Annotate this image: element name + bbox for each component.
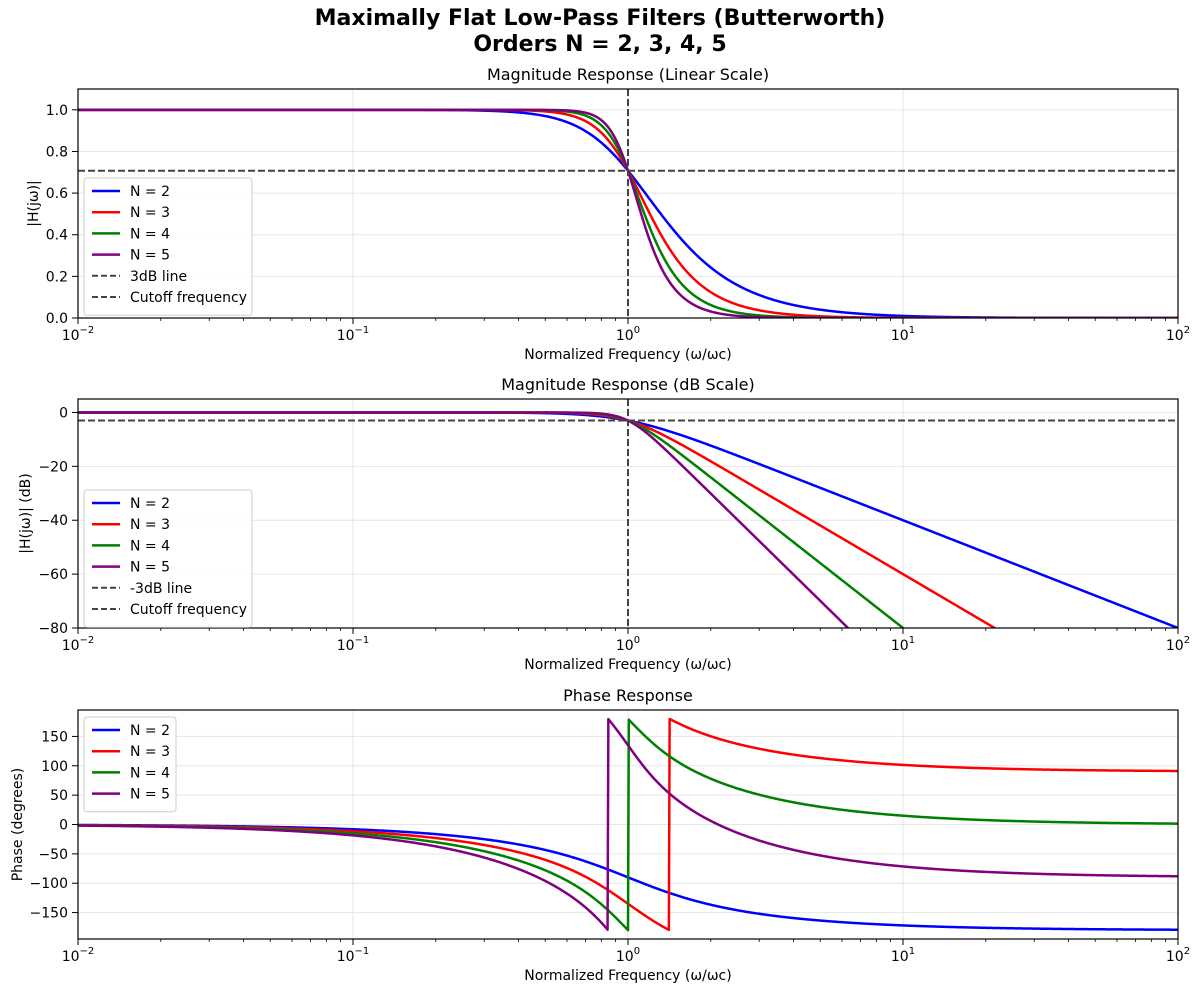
y-tick-label: −40	[38, 513, 68, 529]
legend-label: N = 5	[130, 248, 170, 264]
legend-label: N = 3	[130, 517, 170, 533]
y-tick-label: −60	[38, 567, 68, 583]
figure-title-line-2: Orders N = 2, 3, 4, 5	[473, 32, 727, 57]
y-axis-label: |H(jω)|	[26, 180, 42, 227]
legend-label: N = 3	[130, 205, 170, 221]
legend: N = 2 N = 3 N = 4 N = 5 -3dB line Cutoff freq…	[83, 489, 253, 628]
y-tick-label: 150	[41, 729, 68, 745]
y-tick-label: 100	[41, 759, 68, 775]
legend-label: Cutoff frequency	[130, 290, 247, 306]
legend-label: 3dB line	[130, 269, 187, 285]
y-axis-label: |H(jω)| (dB)	[18, 473, 34, 553]
subplot-1: 10−2 10−1 100 101 102 0.0 0.2 0.4 0.6 0.8 1.0 Magni…	[26, 65, 1190, 363]
legend-box	[83, 177, 253, 316]
legend-label: N = 5	[130, 787, 170, 803]
x-tick-label: 100	[616, 325, 640, 344]
legend: N = 2 N = 3 N = 4 N = 5	[83, 716, 177, 813]
x-tick-label: 101	[891, 946, 915, 965]
y-tick-label: 50	[50, 788, 68, 804]
x-tick-label: 10−2	[62, 635, 95, 654]
series-line-n5	[78, 411, 850, 628]
y-tick-label: 0.2	[46, 269, 68, 285]
legend-label: N = 2	[130, 496, 170, 512]
x-tick-label: 100	[616, 946, 640, 965]
legend: N = 2 N = 3 N = 4 N = 5 3dB line Cutoff frequ…	[83, 177, 253, 316]
legend-label: N = 2	[130, 184, 170, 200]
y-tick-label: −20	[38, 459, 68, 475]
subplot-title: Magnitude Response (Linear Scale)	[487, 65, 769, 84]
legend-label: Cutoff frequency	[130, 602, 247, 618]
x-tick-label: 10−2	[62, 325, 95, 344]
y-tick-label: −150	[30, 906, 68, 922]
x-tick-label: 101	[891, 635, 915, 654]
x-axis-label: Normalized Frequency (ω/ωc)	[524, 657, 731, 673]
series-line-n5	[78, 717, 1178, 931]
x-axis-label: Normalized Frequency (ω/ωc)	[524, 968, 731, 984]
y-tick-label: 0.4	[46, 228, 68, 244]
y-axis-label: Phase (degrees)	[10, 768, 26, 882]
legend-label: N = 3	[130, 744, 170, 760]
x-tick-label: 102	[1166, 946, 1190, 965]
y-tick-label: −100	[30, 876, 68, 892]
legend-label: N = 4	[130, 226, 170, 242]
x-tick-label: 10−2	[62, 946, 95, 965]
x-tick-label: 100	[616, 635, 640, 654]
figure-title: Maximally Flat Low-Pass Filters (Butterw…	[0, 6, 1200, 58]
subplot-2: 10−2 10−1 100 101 102 0 −20 −40 −60 −80 Magnitude …	[18, 375, 1190, 673]
subplot-title: Phase Response	[563, 686, 693, 705]
x-tick-label: 102	[1166, 325, 1190, 344]
legend-label: -3dB line	[130, 581, 192, 597]
x-tick-label: 102	[1166, 635, 1190, 654]
x-tick-label: 10−1	[337, 946, 370, 965]
y-tick-label: 0.8	[46, 144, 68, 160]
y-tick-label: 0	[59, 818, 68, 834]
subplot-title: Magnitude Response (dB Scale)	[501, 375, 755, 394]
x-tick-label: 101	[891, 325, 915, 344]
series-group	[78, 717, 1178, 932]
y-tick-label: 0	[59, 405, 68, 421]
legend-label: N = 4	[130, 538, 170, 554]
x-axis-label: Normalized Frequency (ω/ωc)	[524, 347, 731, 363]
y-tick-label: 0.0	[46, 311, 68, 327]
subplot-3: 10−2 10−1 100 101 102 150 100 50 0 −50 −100 −150 Pha…	[10, 686, 1190, 984]
y-tick-label: −80	[38, 621, 68, 637]
legend-label: N = 4	[130, 765, 170, 781]
legend-box	[83, 716, 177, 813]
figure-title-line-1: Maximally Flat Low-Pass Filters (Butterw…	[314, 6, 886, 31]
y-tick-label: 1.0	[46, 103, 68, 119]
x-tick-label: 10−1	[337, 325, 370, 344]
legend-box	[83, 489, 253, 628]
legend-label: N = 5	[130, 560, 170, 576]
y-tick-label: −50	[38, 847, 68, 863]
y-tick-label: 0.6	[46, 186, 68, 202]
legend-label: N = 2	[130, 723, 170, 739]
x-tick-label: 10−1	[337, 635, 370, 654]
